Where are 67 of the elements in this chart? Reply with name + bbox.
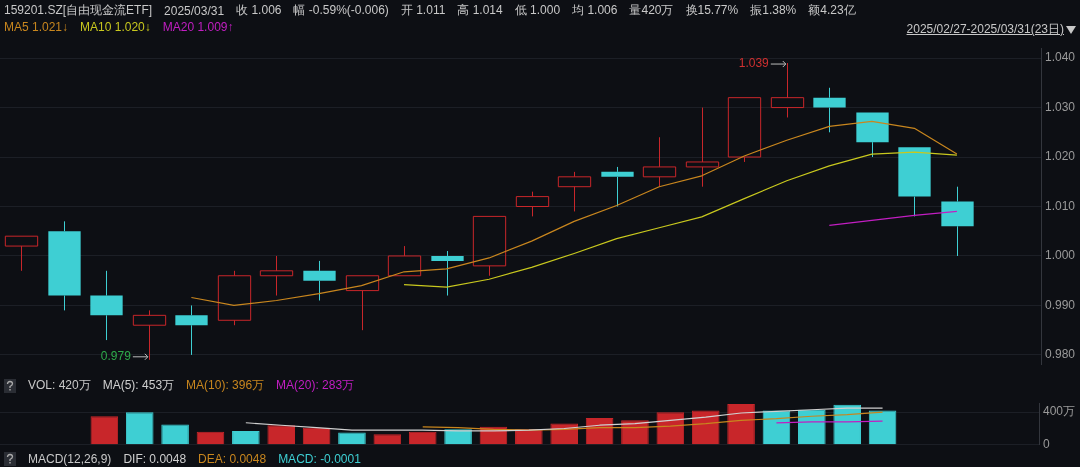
y-tick-label: 0.990 bbox=[1044, 297, 1076, 312]
candlestick bbox=[685, 107, 720, 188]
text: MACD(12,26,9) bbox=[28, 452, 112, 466]
text: MA20 1.009↑ bbox=[162, 20, 234, 34]
candlestick bbox=[132, 309, 167, 361]
text: MA(20): 283万 bbox=[276, 377, 355, 394]
candlestick bbox=[941, 186, 974, 257]
bar bbox=[267, 425, 296, 445]
text: VOL: 420万 bbox=[28, 377, 91, 394]
text: 额4.23亿 bbox=[808, 2, 856, 19]
y-tick-label: 1.020 bbox=[1044, 149, 1076, 164]
text: DEA: 0.0048 bbox=[198, 452, 267, 466]
y-tick-label: 1.040 bbox=[1044, 50, 1076, 65]
text: MA5 1.021↓ bbox=[4, 20, 69, 34]
candlestick bbox=[175, 304, 208, 356]
y-tick-label: 400万 bbox=[1042, 404, 1076, 419]
y-tick-label: 1.000 bbox=[1044, 248, 1076, 263]
bar bbox=[373, 434, 402, 445]
candlestick bbox=[601, 166, 634, 207]
text: MA(10): 396万 bbox=[186, 377, 265, 394]
candlestick bbox=[387, 245, 422, 277]
candlestick bbox=[48, 220, 81, 311]
candlestick bbox=[345, 275, 380, 331]
candlestick bbox=[813, 87, 846, 133]
text: MA(5): 453万 bbox=[102, 377, 175, 394]
annotation: 1.039 bbox=[738, 56, 770, 71]
candlestick bbox=[472, 215, 507, 277]
text: 2025/03/31 bbox=[164, 3, 225, 18]
text: 量420万 bbox=[629, 2, 674, 19]
bar bbox=[515, 429, 543, 445]
y-tick-label: 0.980 bbox=[1044, 347, 1076, 362]
text: 开 1.011 bbox=[400, 2, 446, 19]
bar bbox=[90, 416, 119, 445]
bar bbox=[408, 431, 437, 445]
bar bbox=[338, 432, 366, 445]
annotation: 0.979 bbox=[100, 349, 132, 364]
bar bbox=[161, 424, 189, 445]
text: 2025/02/27-2025/03/31(23日) bbox=[906, 21, 1064, 38]
text: 高 1.014 bbox=[457, 2, 503, 19]
candlestick bbox=[90, 270, 123, 341]
y-tick-label: 1.010 bbox=[1044, 198, 1076, 213]
bar bbox=[125, 412, 154, 445]
bar bbox=[232, 430, 260, 445]
candlestick bbox=[557, 171, 592, 212]
bar bbox=[868, 410, 897, 445]
y-tick-label: 0 bbox=[1042, 437, 1050, 452]
text: 收 1.006 bbox=[236, 2, 282, 19]
candlestick bbox=[259, 255, 294, 297]
candlestick bbox=[770, 62, 805, 118]
bar bbox=[727, 404, 755, 445]
bar bbox=[196, 431, 225, 445]
bar bbox=[798, 409, 826, 445]
text: MA10 1.020↓ bbox=[80, 20, 151, 34]
text: 低 1.000 bbox=[514, 2, 561, 19]
candlestick bbox=[431, 250, 464, 297]
bar bbox=[302, 427, 331, 445]
candlestick bbox=[642, 136, 677, 188]
text: 幅 -0.59%(-0.006) bbox=[293, 2, 389, 19]
text: MACD: -0.0001 bbox=[278, 452, 361, 466]
text: DIF: 0.0048 bbox=[123, 452, 187, 466]
candlestick bbox=[4, 235, 39, 272]
chart-title: 159201.SZ[自由现金流ETF] bbox=[4, 2, 153, 19]
text: 均 1.006 bbox=[572, 2, 618, 19]
text: 振1.38% bbox=[750, 2, 797, 19]
candlestick bbox=[303, 260, 336, 301]
y-tick-label: 1.030 bbox=[1044, 99, 1076, 114]
text: 换15.77% bbox=[685, 2, 739, 19]
